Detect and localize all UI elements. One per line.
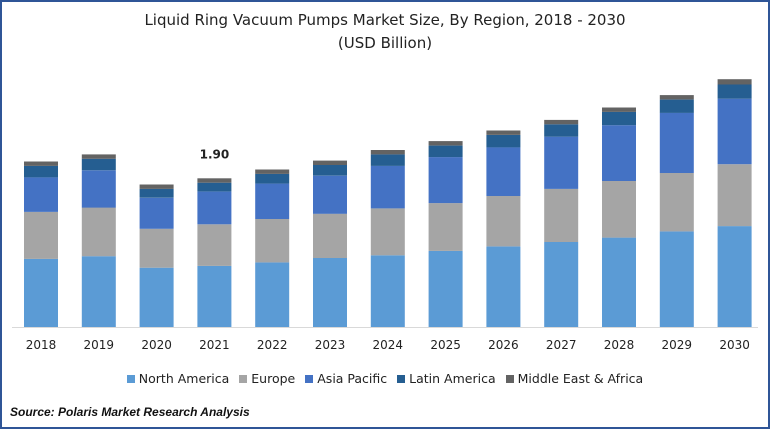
legend-swatch (239, 374, 248, 383)
bar-segment-2030-europe (717, 164, 752, 227)
bar-segment-2018-latin-america (24, 165, 58, 178)
bar-segment-2025-asia-pacific (428, 157, 463, 204)
bar-segment-2030-asia-pacific (717, 98, 752, 165)
bar-segment-2019-latin-america (81, 158, 116, 171)
bar-segment-2021-europe (197, 224, 232, 266)
bar-segment-2028-latin-america (602, 111, 636, 126)
bar-segment-2019-europe (81, 207, 116, 257)
bar-segment-2023-asia-pacific (313, 175, 347, 214)
bar-segment-2028-north-america (602, 237, 636, 327)
bar-segment-2030-middle-east-africa (717, 79, 752, 85)
legend-item-middle-east-africa: Middle East & Africa (505, 371, 644, 386)
x-tick-label-2026: 2026 (488, 338, 519, 352)
bar-segment-2021-north-america (197, 265, 232, 327)
legend-label: Latin America (409, 371, 496, 386)
bar-segment-2028-middle-east-africa (602, 107, 636, 112)
bar-segment-2020-latin-america (139, 188, 174, 198)
chart-title: Liquid Ring Vacuum Pumps Market Size, By… (144, 11, 626, 29)
bar-segment-2025-middle-east-africa (428, 141, 463, 146)
x-tick-label-2030: 2030 (719, 338, 750, 352)
data-label-2021: 1.90 (200, 147, 230, 161)
bar-segment-2030-latin-america (717, 84, 752, 99)
bar-segment-2026-middle-east-africa (486, 130, 521, 135)
legend-item-north-america: North America (126, 371, 230, 386)
bar-segment-2020-north-america (139, 267, 174, 327)
x-tick-label-2019: 2019 (84, 338, 115, 352)
bar-segment-2027-latin-america (544, 124, 579, 137)
bar-segment-2023-latin-america (313, 165, 347, 176)
bar-segment-2025-europe (428, 203, 463, 251)
bar-segment-2029-asia-pacific (659, 112, 694, 173)
x-tick-label-2029: 2029 (662, 338, 693, 352)
bar-segment-2023-europe (313, 213, 347, 258)
bar-segment-2024-middle-east-africa (370, 150, 405, 155)
legend-swatch (305, 374, 314, 383)
bar-segment-2024-north-america (370, 255, 405, 327)
bar-segment-2019-asia-pacific (81, 170, 116, 208)
x-tick-label-2024: 2024 (373, 338, 404, 352)
bar-segment-2029-north-america (659, 231, 694, 327)
legend-swatch (505, 374, 514, 383)
legend-swatch (397, 374, 406, 383)
bar-segment-2018-asia-pacific (24, 177, 58, 212)
x-tick-label-2022: 2022 (257, 338, 288, 352)
bar-segment-2020-asia-pacific (139, 197, 174, 229)
bar-segment-2020-middle-east-africa (139, 184, 174, 189)
bar-segment-2025-latin-america (428, 145, 463, 158)
bar-segment-2029-middle-east-africa (659, 95, 694, 100)
bar-segment-2022-north-america (255, 262, 290, 327)
bar-segment-2024-latin-america (370, 154, 405, 166)
bar-segment-2027-north-america (544, 242, 579, 327)
legend: North America Europe Asia Pacific Latin Ame… (0, 371, 770, 386)
legend-item-asia-pacific: Asia Pacific (305, 371, 387, 386)
legend-label: Europe (251, 371, 296, 386)
bar-segment-2022-latin-america (255, 173, 290, 184)
source-note: Source: Polaris Market Research Analysis (10, 405, 250, 419)
bar-segment-2021-asia-pacific (197, 191, 232, 225)
bar-segment-2026-asia-pacific (486, 147, 521, 196)
x-tick-label-2023: 2023 (315, 338, 346, 352)
bar-segment-2020-europe (139, 228, 174, 268)
x-tick-label-2027: 2027 (546, 338, 577, 352)
bar-segment-2021-middle-east-africa (197, 178, 232, 183)
bar-segment-2022-asia-pacific (255, 183, 290, 219)
x-tick-label-2028: 2028 (604, 338, 635, 352)
bar-segment-2027-europe (544, 188, 579, 242)
chart-subtitle: (USD Billion) (337, 34, 433, 52)
legend-label: Asia Pacific (317, 371, 388, 386)
bar-segment-2019-north-america (81, 256, 116, 327)
bar-segment-2023-middle-east-africa (313, 160, 347, 165)
bar-segment-2029-latin-america (659, 99, 694, 113)
bar-segment-2025-north-america (428, 250, 463, 327)
bar-segment-2026-latin-america (486, 135, 521, 148)
legend-label: North America (138, 371, 230, 386)
bar-segment-2029-europe (659, 173, 694, 232)
bar-segment-2023-north-america (313, 258, 347, 327)
bar-segment-2022-middle-east-africa (255, 169, 290, 174)
bar-segment-2030-north-america (717, 226, 752, 327)
bar-segment-2027-asia-pacific (544, 136, 579, 189)
bar-segment-2019-middle-east-africa (81, 154, 116, 159)
x-tick-label-2021: 2021 (199, 338, 230, 352)
bar-segment-2027-middle-east-africa (544, 119, 579, 125)
bar-segment-2026-europe (486, 196, 521, 247)
bar-segment-2024-asia-pacific (370, 165, 405, 209)
legend-swatch (126, 374, 135, 383)
bar-segment-2022-europe (255, 219, 290, 263)
x-tick-label-2018: 2018 (26, 338, 57, 352)
bar-segment-2024-europe (370, 208, 405, 256)
legend-label: Middle East & Africa (517, 371, 644, 386)
x-tick-label-2020: 2020 (141, 338, 172, 352)
bar-segment-2028-asia-pacific (602, 125, 636, 181)
legend-item-europe: Europe (239, 371, 295, 386)
bar-segment-2018-north-america (24, 258, 58, 327)
bar-segment-2018-middle-east-africa (24, 161, 58, 166)
legend-item-latin-america: Latin America (397, 371, 496, 386)
bar-segment-2018-europe (24, 212, 58, 259)
bar-segment-2021-latin-america (197, 182, 232, 192)
bar-segment-2026-north-america (486, 246, 521, 327)
x-tick-label-2025: 2025 (430, 338, 461, 352)
bar-segment-2028-europe (602, 181, 636, 238)
